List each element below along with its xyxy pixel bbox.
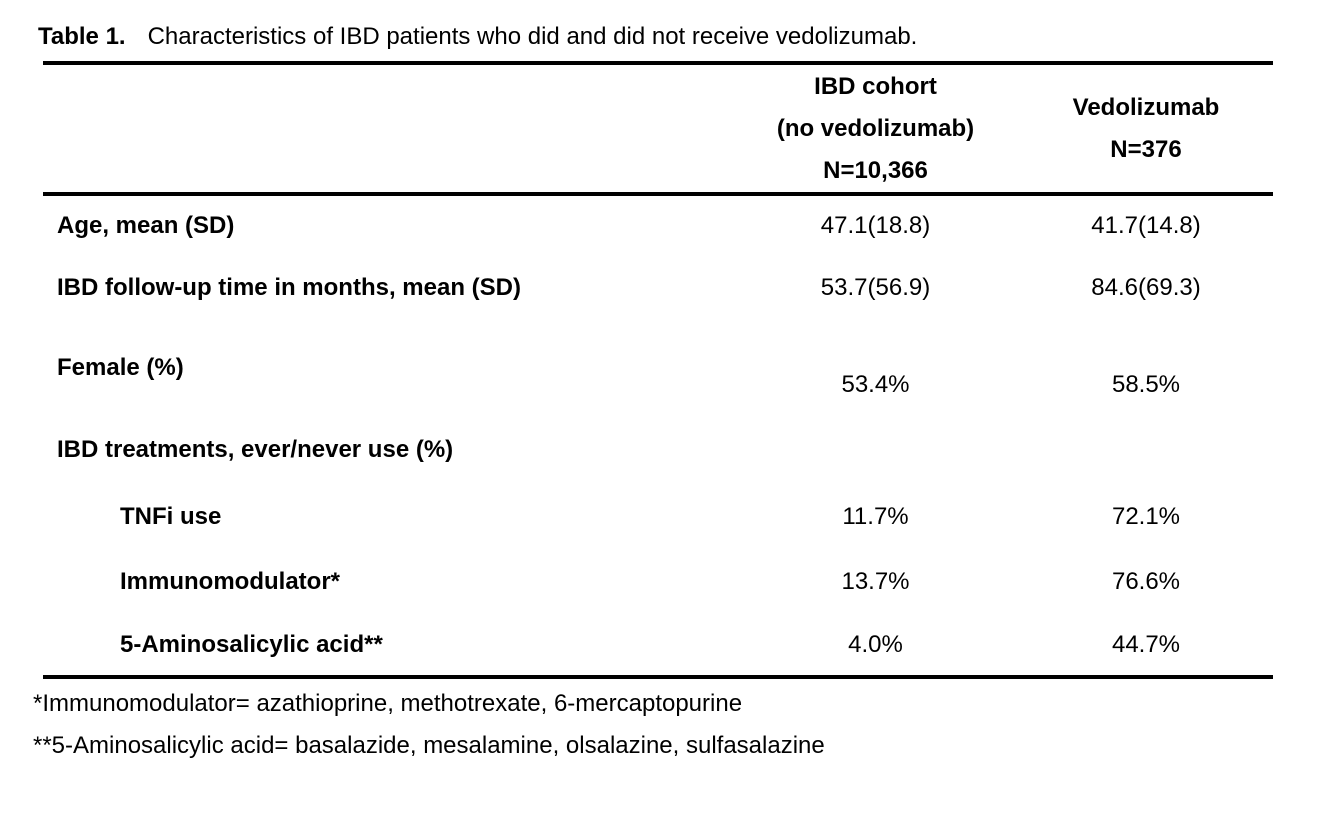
header-ibd-cohort-n: N=10,366 (823, 156, 928, 184)
cell-value: 53.7(56.9) (820, 274, 931, 301)
table-row-tnfi: TNFi use 11.7% 72.1% (43, 485, 1273, 549)
table-caption: Characteristics of IBD patients who did … (147, 23, 918, 50)
footnotes: *Immunomodulator= azathioprine, methotre… (33, 689, 1320, 761)
cell-age-ibd-cohort: 47.1(18.8) (698, 194, 1053, 255)
row-label-age: Age, mean (SD) (57, 211, 235, 239)
cell-5asa-vedolizumab: 44.7% (1053, 615, 1273, 677)
cell-value: 13.7% (841, 568, 910, 595)
header-col-vedolizumab: Vedolizumab N=376 (1053, 63, 1273, 196)
row-label-followup: IBD follow-up time in months, mean (SD) (57, 274, 521, 301)
cell-age-vedolizumab: 41.7(14.8) (1053, 194, 1273, 255)
footnote-5asa: **5-Aminosalicylic acid= basalazide, mes… (33, 732, 825, 759)
header-ibd-cohort-line2: (no vedolizumab) (776, 114, 975, 142)
cell-value: 44.7% (1111, 631, 1181, 658)
header-vedolizumab-n: N=376 (1110, 135, 1182, 163)
cell-followup-ibd-cohort: 53.7(56.9) (698, 255, 1053, 321)
cell-value: 84.6(69.3) (1091, 274, 1201, 301)
row-label-5asa: 5-Aminosalicylic acid** (120, 631, 383, 658)
cell-tnfi-vedolizumab: 72.1% (1053, 485, 1273, 549)
header-vedolizumab-line1: Vedolizumab (1072, 93, 1220, 121)
cell-immunomodulator-ibd-cohort: 13.7% (698, 549, 1053, 615)
row-label-female: Female (%) (57, 354, 184, 381)
row-label-tnfi: TNFi use (120, 503, 222, 530)
header-empty-cell (43, 63, 698, 196)
header-col-ibd-cohort: IBD cohort (no vedolizumab) N=10,366 (698, 63, 1053, 196)
table-row-5asa: 5-Aminosalicylic acid** 4.0% 44.7% (43, 615, 1273, 677)
cell-value: 76.6% (1111, 568, 1181, 595)
row-label-immunomodulator: Immunomodulator* (120, 568, 340, 595)
cell-value: 72.1% (1111, 503, 1181, 530)
table-row-female: Female (%) 53.4% 58.5% (43, 321, 1273, 415)
characteristics-table: IBD cohort (no vedolizumab) N=10,366 Ved… (43, 61, 1273, 679)
cell-immunomodulator-vedolizumab: 76.6% (1053, 549, 1273, 615)
cell-female-ibd-cohort: 53.4% (698, 321, 1053, 415)
cell-value: 47.1(18.8) (820, 211, 931, 239)
cell-value: 4.0% (848, 631, 903, 658)
table-row-treatments-group: IBD treatments, ever/never use (%) (43, 415, 1273, 485)
footnote-immunomodulator: *Immunomodulator= azathioprine, methotre… (33, 690, 743, 717)
cell-treatments-ibd-cohort (698, 415, 1053, 485)
header-ibd-cohort-line1: IBD cohort (814, 72, 937, 100)
cell-5asa-ibd-cohort: 4.0% (698, 615, 1053, 677)
row-label-treatments-group: IBD treatments, ever/never use (%) (57, 436, 454, 463)
table-title: Table 1. Characteristics of IBD patients … (38, 22, 1320, 52)
cell-female-vedolizumab: 58.5% (1053, 321, 1273, 415)
cell-tnfi-ibd-cohort: 11.7% (698, 485, 1053, 549)
cell-value: 41.7(14.8) (1091, 211, 1201, 239)
table-row-age: Age, mean (SD) 47.1(18.8) 41.7(14.8) (43, 194, 1273, 255)
header-row: IBD cohort (no vedolizumab) N=10,366 Ved… (43, 63, 1273, 196)
cell-value: 11.7% (842, 503, 909, 530)
table-number: Table 1. (38, 23, 126, 50)
table-row-immunomodulator: Immunomodulator* 13.7% 76.6% (43, 549, 1273, 615)
cell-treatments-vedolizumab (1053, 415, 1273, 485)
cell-followup-vedolizumab: 84.6(69.3) (1053, 255, 1273, 321)
cell-value: 53.4% (841, 371, 910, 398)
table-row-followup: IBD follow-up time in months, mean (SD) … (43, 255, 1273, 321)
cell-value: 58.5% (1111, 371, 1181, 398)
